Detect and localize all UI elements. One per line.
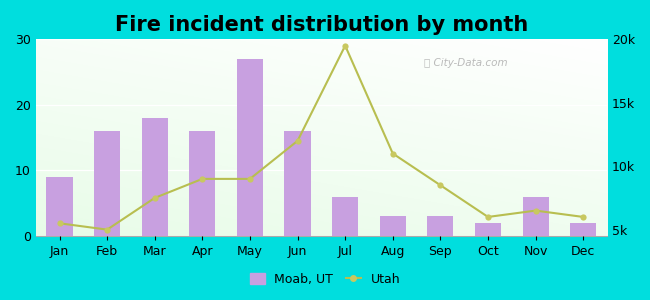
Bar bbox=[46, 177, 73, 236]
Bar bbox=[570, 223, 596, 236]
Bar bbox=[285, 131, 311, 236]
Bar bbox=[332, 196, 358, 236]
Bar bbox=[523, 196, 549, 236]
Legend: Moab, UT, Utah: Moab, UT, Utah bbox=[244, 268, 406, 291]
Bar bbox=[94, 131, 120, 236]
Bar bbox=[427, 216, 454, 236]
Bar bbox=[189, 131, 215, 236]
Text: ⓘ City-Data.com: ⓘ City-Data.com bbox=[424, 58, 508, 68]
Bar bbox=[380, 216, 406, 236]
Bar bbox=[142, 118, 168, 236]
Bar bbox=[237, 59, 263, 236]
Title: Fire incident distribution by month: Fire incident distribution by month bbox=[115, 15, 528, 35]
Bar bbox=[475, 223, 501, 236]
